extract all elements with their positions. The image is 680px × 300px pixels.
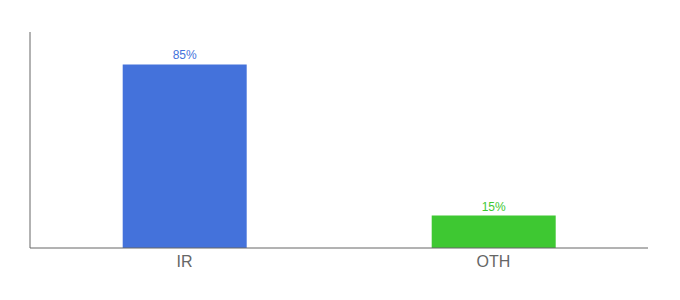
svg-text:IR: IR (177, 253, 193, 270)
svg-text:OTH: OTH (477, 253, 511, 270)
svg-text:85%: 85% (173, 48, 197, 62)
svg-text:15%: 15% (482, 200, 506, 214)
